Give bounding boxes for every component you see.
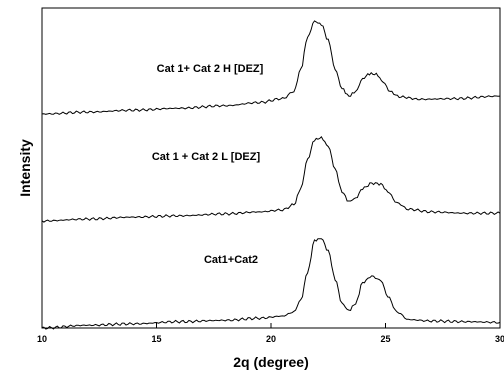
x-axis-title: 2q (degree): [233, 354, 308, 370]
series-line-2: [41, 135, 501, 223]
x-tick-label: 10: [37, 334, 47, 344]
series-label-3: Cat1+Cat2: [204, 254, 258, 266]
series-label-1: Cat 1+ Cat 2 H [DEZ]: [157, 63, 264, 75]
series-labels: Cat 1+ Cat 2 H [DEZ] Cat 1 + Cat 2 L [DEZ…: [152, 63, 264, 266]
x-tick-label: 20: [266, 334, 276, 344]
x-tick-label: 15: [151, 334, 161, 344]
x-axis-ticks: 10 15 20 25 30: [37, 323, 504, 344]
series-line-3: [42, 238, 501, 330]
plot-frame: [41, 7, 501, 329]
x-tick-label: 25: [380, 334, 390, 344]
x-tick-label: 30: [495, 334, 504, 344]
series-label-2: Cat 1 + Cat 2 L [DEZ]: [152, 151, 261, 163]
y-axis-title: Intensity: [17, 139, 33, 197]
series-lines: [41, 20, 501, 330]
series-line-1: [41, 20, 501, 115]
